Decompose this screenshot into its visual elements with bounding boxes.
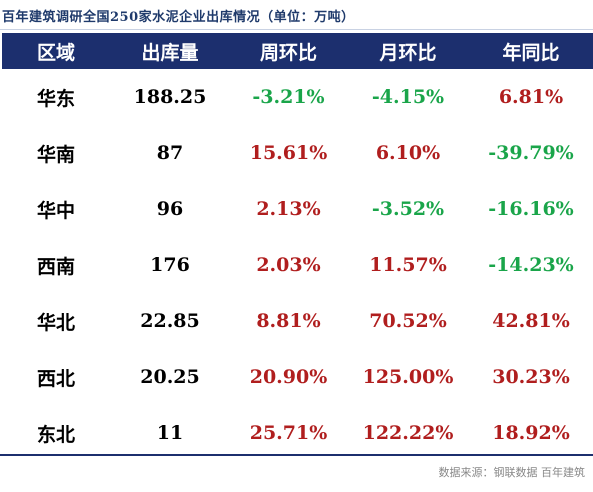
cell-mom: 11.57% bbox=[369, 254, 447, 276]
cell-volume: 11 bbox=[156, 422, 184, 444]
table-row: 东北 11 25.71% 122.22% 18.92% bbox=[2, 405, 593, 461]
cell-mom: 122.22% bbox=[362, 422, 454, 444]
cell-volume: 20.25 bbox=[140, 366, 200, 388]
table-body: 华东 188.25 -3.21% -4.15% 6.81% 华南 87 15.61% 6.10%… bbox=[2, 69, 593, 461]
table-row: 西南 176 2.03% 11.57% -14.23% bbox=[2, 237, 593, 293]
table-row: 华东 188.25 -3.21% -4.15% 6.81% bbox=[2, 69, 593, 125]
cell-yoy: 42.81% bbox=[492, 310, 570, 332]
table-row: 华南 87 15.61% 6.10% -39.79% bbox=[2, 125, 593, 181]
table-header: 区域 出库量 周环比 月环比 年同比 bbox=[2, 33, 593, 69]
title-divider bbox=[0, 29, 593, 30]
cell-wow: 25.71% bbox=[249, 422, 328, 444]
cell-mom: 70.52% bbox=[369, 310, 447, 332]
cell-wow: 8.81% bbox=[256, 310, 321, 332]
cell-mom: 125.00% bbox=[362, 366, 454, 388]
cell-volume: 188.25 bbox=[133, 86, 207, 108]
cell-yoy: 30.23% bbox=[492, 366, 570, 388]
cell-wow: 15.61% bbox=[249, 142, 328, 164]
cell-volume: 87 bbox=[156, 142, 184, 164]
header-region: 区域 bbox=[36, 41, 75, 64]
cell-wow: 20.90% bbox=[249, 366, 328, 388]
header-yoy: 年同比 bbox=[502, 41, 560, 64]
cell-wow: 2.13% bbox=[256, 198, 321, 220]
cell-yoy: 18.92% bbox=[492, 422, 570, 444]
cell-mom: 6.10% bbox=[375, 142, 441, 164]
header-wow: 周环比 bbox=[259, 41, 317, 64]
page-title: 百年建筑调研全国250家水泥企业出库情况（单位：万吨） bbox=[2, 10, 355, 25]
cell-volume: 176 bbox=[150, 254, 190, 276]
cell-region: 华东 bbox=[36, 87, 75, 110]
cell-wow: 2.03% bbox=[256, 254, 321, 276]
table-row: 华中 96 2.13% -3.52% -16.16% bbox=[2, 181, 593, 237]
source-note: 数据来源：钢联数据 百年建筑 bbox=[438, 466, 586, 479]
header-volume: 出库量 bbox=[141, 41, 199, 64]
cell-volume: 22.85 bbox=[140, 310, 200, 332]
cell-yoy: 6.81% bbox=[498, 86, 564, 108]
cell-region: 华南 bbox=[36, 143, 75, 166]
cell-region: 西北 bbox=[36, 367, 75, 390]
cell-region: 华中 bbox=[36, 199, 75, 222]
cell-yoy: -16.16% bbox=[488, 198, 574, 220]
table-row: 华北 22.85 8.81% 70.52% 42.81% bbox=[2, 293, 593, 349]
cell-mom: -4.15% bbox=[371, 86, 445, 108]
cell-yoy: -39.79% bbox=[488, 142, 574, 164]
cell-wow: -3.21% bbox=[252, 86, 325, 108]
data-table: 区域 出库量 周环比 月环比 年同比 华东 188.25 -3.21% -4.15% 6… bbox=[2, 33, 593, 461]
table-row: 西北 20.25 20.90% 125.00% 30.23% bbox=[2, 349, 593, 405]
cell-volume: 96 bbox=[156, 198, 184, 220]
cell-region: 西南 bbox=[36, 255, 75, 278]
bottom-divider bbox=[0, 454, 593, 456]
cell-region: 华北 bbox=[36, 311, 75, 334]
cell-yoy: -14.23% bbox=[488, 254, 574, 276]
cell-mom: -3.52% bbox=[371, 198, 445, 220]
header-mom: 月环比 bbox=[379, 41, 437, 64]
cell-region: 东北 bbox=[36, 423, 75, 446]
